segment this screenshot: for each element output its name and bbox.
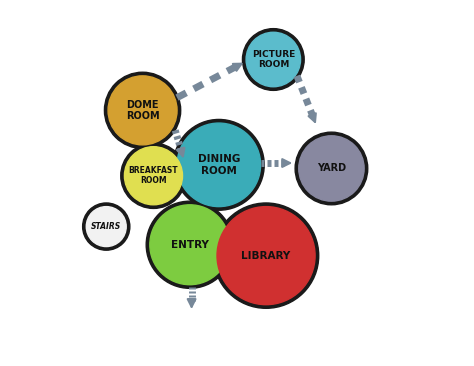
Text: STAIRS: STAIRS <box>91 222 121 231</box>
Text: DOME
ROOM: DOME ROOM <box>126 100 159 121</box>
Circle shape <box>246 32 301 87</box>
Circle shape <box>146 201 233 288</box>
Text: YARD: YARD <box>317 164 346 173</box>
Circle shape <box>82 203 130 250</box>
Circle shape <box>299 136 364 201</box>
Circle shape <box>217 207 315 305</box>
Text: BREAKFAST
ROOM: BREAKFAST ROOM <box>128 166 178 186</box>
Text: LIBRARY: LIBRARY <box>241 251 291 261</box>
Circle shape <box>295 132 368 205</box>
Circle shape <box>213 203 319 308</box>
Circle shape <box>121 143 186 208</box>
Circle shape <box>86 207 126 247</box>
Circle shape <box>104 72 181 149</box>
Text: ENTRY: ENTRY <box>171 240 209 250</box>
Circle shape <box>124 147 182 205</box>
Circle shape <box>108 76 177 145</box>
Text: DINING
ROOM: DINING ROOM <box>198 154 240 176</box>
Text: PICTURE
ROOM: PICTURE ROOM <box>252 50 295 69</box>
Circle shape <box>242 29 304 90</box>
Circle shape <box>173 119 264 210</box>
Circle shape <box>150 205 230 285</box>
Circle shape <box>177 123 261 207</box>
